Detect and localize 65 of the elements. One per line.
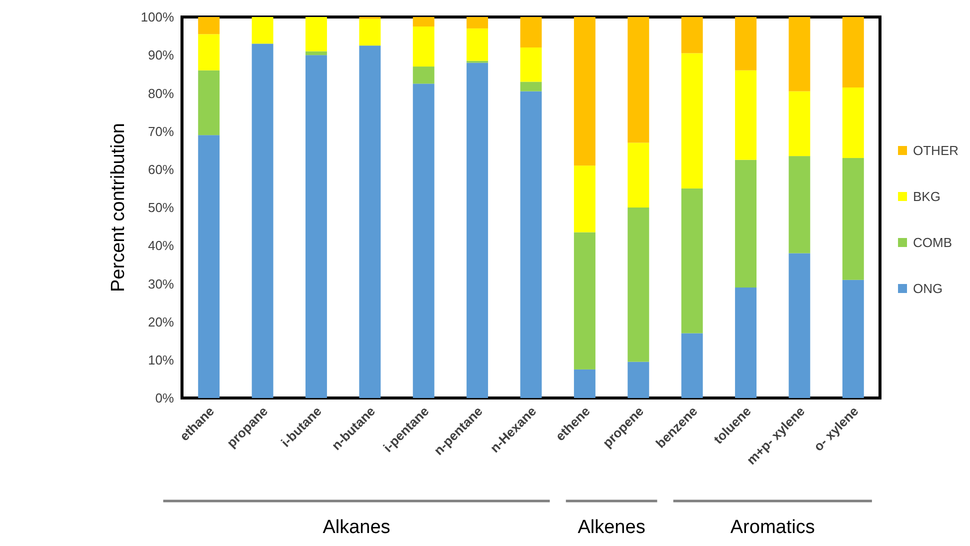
bar — [466, 28, 488, 61]
bar — [788, 156, 810, 254]
text: Alkenes — [578, 517, 646, 538]
bar — [359, 18, 381, 46]
text: Aromatics — [730, 517, 815, 538]
bar — [735, 160, 757, 288]
bar — [305, 17, 327, 52]
y-axis-title: Percent contribution — [108, 123, 129, 292]
bar — [412, 84, 434, 398]
bar — [198, 17, 220, 34]
bar — [198, 34, 220, 70]
y-tick-label: 10% — [148, 352, 174, 368]
bar — [842, 280, 864, 398]
bar — [198, 135, 220, 398]
bar — [574, 369, 596, 398]
y-tick-label: 50% — [148, 200, 174, 216]
bar — [520, 82, 542, 92]
y-tick-label: 20% — [148, 314, 174, 330]
bar — [788, 253, 810, 398]
y-tick-label: 90% — [148, 48, 174, 63]
bar — [628, 142, 650, 208]
bar — [628, 362, 650, 398]
y-tick-label: 40% — [148, 238, 174, 254]
bar — [412, 66, 434, 84]
bar — [788, 91, 810, 156]
legend-label: OTHER — [913, 143, 958, 158]
bar — [735, 288, 757, 398]
bar — [681, 53, 703, 188]
y-tick-label: 0% — [155, 390, 174, 406]
y-tick-label: 80% — [148, 86, 174, 101]
bar — [305, 51, 327, 56]
legend-label: BKG — [913, 189, 940, 204]
bar — [628, 17, 650, 143]
legend-label: COMB — [913, 235, 952, 250]
bar — [466, 62, 488, 398]
bar — [574, 232, 596, 370]
bar — [412, 17, 434, 27]
bar — [252, 17, 274, 44]
bar — [305, 55, 327, 398]
bar — [681, 17, 703, 54]
y-tick-label: 30% — [148, 276, 174, 292]
bar — [842, 17, 864, 88]
bar — [412, 26, 434, 67]
bar — [198, 70, 220, 136]
text: Alkanes — [322, 517, 390, 538]
bar — [628, 208, 650, 362]
legend-label: ONG — [913, 281, 943, 296]
bar — [252, 44, 274, 398]
bar — [842, 158, 864, 280]
bar — [735, 17, 757, 70]
bar — [574, 17, 596, 166]
y-tick-label: 100% — [140, 10, 174, 25]
bar — [574, 166, 596, 232]
bar — [520, 91, 542, 398]
y-tick-label: 70% — [148, 124, 174, 139]
bar — [735, 70, 757, 160]
y-tick-label: 60% — [148, 162, 174, 177]
bar — [520, 47, 542, 82]
bar — [788, 17, 810, 92]
bar — [681, 188, 703, 334]
bar — [466, 17, 488, 28]
bar — [681, 333, 703, 398]
bar — [520, 17, 542, 48]
bar — [842, 87, 864, 158]
bar — [359, 46, 381, 398]
